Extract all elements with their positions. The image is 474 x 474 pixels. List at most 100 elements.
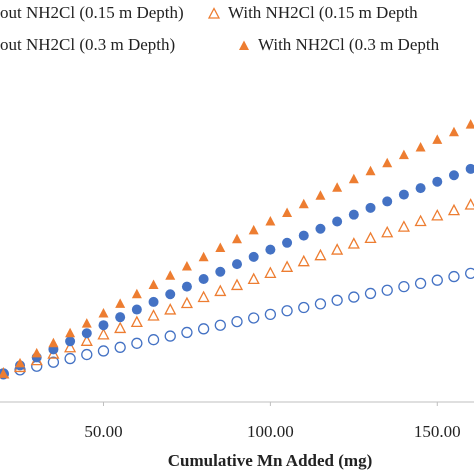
point: [31, 347, 42, 358]
point: [247, 272, 260, 285]
point: [164, 330, 176, 342]
x-tick-label: 100.00: [247, 422, 294, 441]
point: [465, 267, 474, 280]
point: [314, 298, 327, 310]
point: [347, 237, 360, 249]
point: [265, 216, 276, 226]
point: [97, 327, 110, 340]
point: [131, 288, 142, 299]
point: [348, 209, 359, 220]
point: [181, 326, 193, 339]
legend-label: With NH2Cl (0.3 m Depth: [258, 35, 440, 54]
point: [230, 278, 244, 291]
point: [65, 327, 76, 338]
point: [197, 290, 210, 303]
point: [248, 224, 259, 235]
point: [198, 251, 209, 262]
point: [131, 304, 142, 315]
point: [147, 309, 160, 321]
point: [97, 345, 110, 357]
point: [232, 233, 242, 244]
point: [214, 284, 227, 297]
point: [382, 196, 393, 207]
point: [448, 270, 460, 283]
legend-label: With NH2Cl (0.15 m Depth: [228, 3, 418, 22]
legend-marker: [239, 40, 249, 50]
point: [432, 176, 443, 187]
point: [431, 208, 444, 221]
point: [248, 312, 260, 324]
point: [115, 298, 126, 308]
point: [181, 261, 192, 271]
point: [365, 165, 376, 176]
point: [465, 119, 474, 129]
point: [414, 214, 427, 227]
point: [447, 203, 461, 216]
point: [181, 281, 192, 292]
point: [365, 202, 376, 213]
point: [332, 216, 343, 227]
point: [98, 320, 109, 331]
point: [282, 237, 293, 248]
point: [148, 296, 159, 307]
point: [282, 207, 293, 218]
x-axis-title: Cumulative Mn Added (mg): [168, 451, 372, 470]
point: [81, 328, 92, 339]
point: [381, 225, 394, 238]
point: [197, 323, 210, 335]
x-tick-label: 150.00: [414, 422, 461, 441]
point: [364, 231, 377, 244]
point: [115, 312, 126, 323]
point: [382, 157, 393, 168]
point: [64, 340, 77, 353]
point: [165, 289, 176, 300]
point: [98, 308, 109, 318]
legend-label: out NH2Cl (0.3 m Depth): [0, 35, 175, 54]
point: [114, 321, 127, 334]
point: [331, 243, 344, 255]
point: [47, 356, 60, 368]
point: [398, 189, 409, 200]
point: [297, 254, 310, 267]
point: [348, 173, 359, 184]
point: [281, 305, 293, 317]
point: [231, 315, 243, 328]
point: [398, 149, 409, 160]
point: [448, 170, 459, 181]
point: [315, 190, 326, 200]
point: [164, 303, 177, 315]
point: [0, 368, 9, 378]
point: [80, 334, 93, 346]
point: [165, 270, 176, 280]
point: [215, 242, 226, 253]
point: [264, 308, 277, 321]
point: [465, 163, 474, 174]
point: [264, 266, 277, 279]
point: [315, 223, 326, 234]
point: [432, 134, 443, 144]
point: [148, 279, 159, 290]
point: [448, 126, 459, 137]
point: [431, 274, 443, 286]
point: [415, 142, 426, 152]
point: [130, 315, 143, 328]
point: [248, 251, 259, 262]
point: [414, 277, 427, 290]
point: [314, 248, 327, 261]
point: [131, 337, 143, 349]
legend-label: out NH2Cl (0.15 m Depth): [0, 3, 184, 22]
point: [415, 183, 426, 194]
point: [48, 337, 59, 348]
point: [81, 318, 92, 328]
point: [65, 336, 76, 347]
point: [381, 284, 393, 296]
point: [298, 230, 309, 241]
point: [215, 266, 226, 277]
point: [331, 294, 343, 306]
point: [265, 244, 276, 255]
x-tick-label: 50.00: [84, 422, 122, 441]
point: [348, 291, 360, 303]
point: [198, 273, 209, 284]
point: [147, 334, 160, 346]
